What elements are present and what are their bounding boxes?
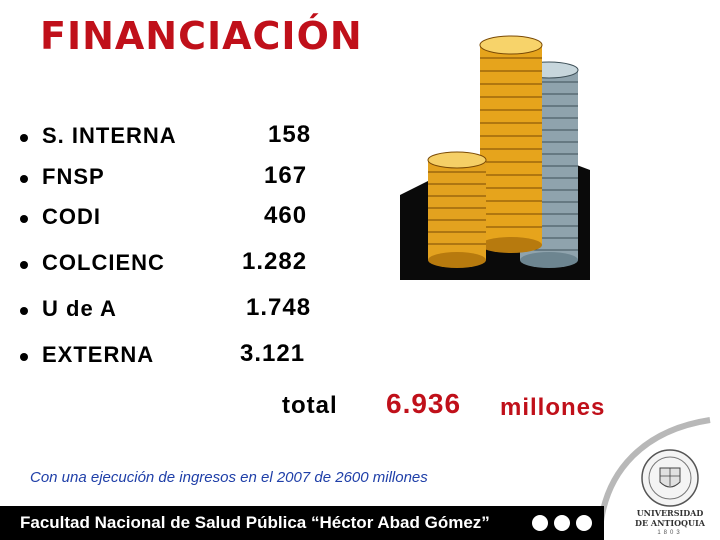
funding-label: EXTERNA [42, 342, 155, 367]
university-name-line2: DE ANTIOQUIA [635, 518, 705, 528]
coin-stacks-icon [400, 35, 590, 280]
university-seal-icon [641, 449, 699, 507]
funding-row-fnsp: FNSP 167 [20, 162, 340, 196]
bullet-icon [20, 261, 28, 269]
funding-row-s-interna: S. INTERNA 158 [20, 121, 340, 155]
funding-value: 1.282 [242, 248, 308, 275]
circle-icon [554, 515, 570, 531]
footer-text: Facultad Nacional de Salud Pública “Héct… [20, 513, 490, 532]
bullet-icon [20, 215, 28, 223]
total-label: total [282, 392, 338, 419]
funding-row-codi: CODI 460 [20, 202, 340, 236]
bullet-icon [20, 175, 28, 183]
funding-row-colcienc: COLCIENC 1.282 [20, 248, 340, 282]
footer-bar: Facultad Nacional de Salud Pública “Héct… [0, 506, 604, 540]
funding-value: 1.748 [246, 294, 312, 321]
university-year: 1803 [657, 530, 683, 536]
bullet-icon [20, 307, 28, 315]
funding-label: CODI [42, 204, 101, 229]
funding-row-u-de-a: U de A 1.748 [20, 294, 340, 328]
funding-row-externa: EXTERNA 3.121 [20, 340, 340, 374]
university-name-line1: UNIVERSIDAD [636, 508, 704, 518]
funding-value: 3.121 [240, 340, 306, 367]
total-unit: millones [500, 394, 606, 421]
funding-value: 158 [268, 121, 312, 148]
funding-value: 167 [264, 162, 308, 189]
funding-label: U de A [42, 296, 117, 321]
page-title: FINANCIACIÓN [40, 14, 363, 58]
circle-icon [576, 515, 592, 531]
footnote: Con una ejecución de ingresos en el 2007… [30, 469, 428, 486]
funding-label: S. INTERNA [42, 123, 177, 148]
funding-label: COLCIENC [42, 250, 165, 275]
circle-icon [532, 515, 548, 531]
bullet-icon [20, 353, 28, 361]
bullet-icon [20, 134, 28, 142]
total-value: 6.936 [386, 388, 462, 419]
university-name: UNIVERSIDAD DE ANTIOQUIA [620, 508, 720, 528]
funding-value: 460 [264, 202, 308, 229]
funding-label: FNSP [42, 164, 105, 189]
